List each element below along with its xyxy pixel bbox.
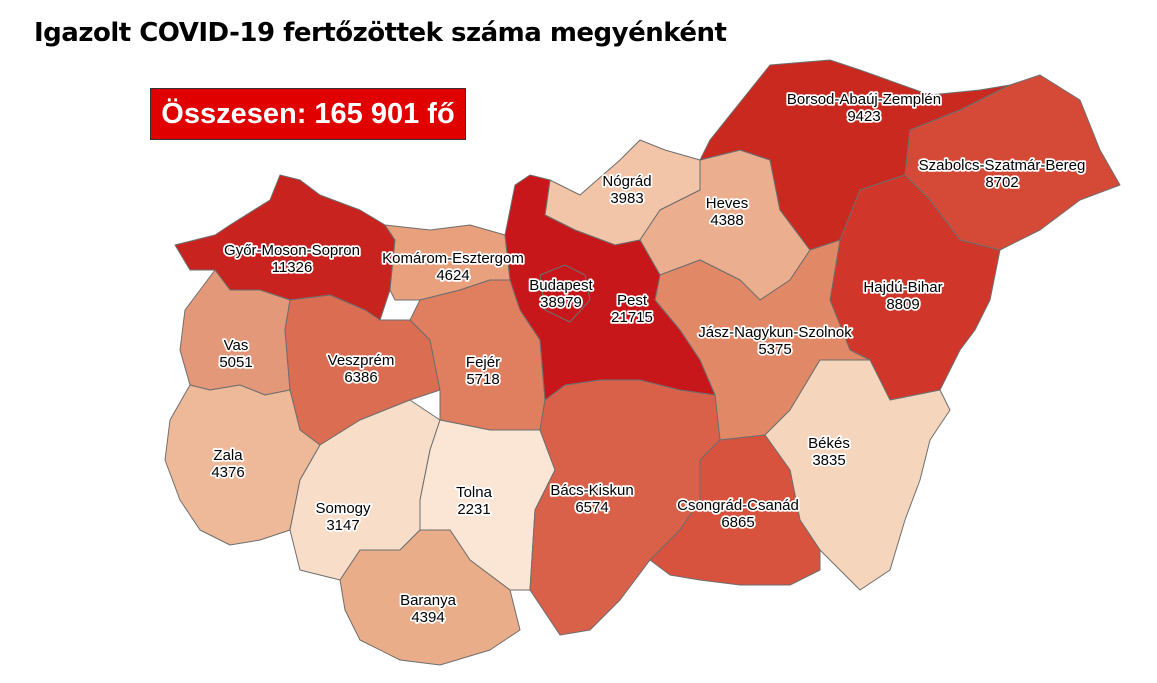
county-label-budapest: Budapest 38979 xyxy=(529,277,593,311)
county-case-count: 2231 xyxy=(457,501,490,518)
county-name: Fejér xyxy=(466,354,500,371)
county-case-count: 4388 xyxy=(710,212,743,229)
county-case-count: 4624 xyxy=(436,267,469,284)
county-label-veszprem: Veszprém 6386 xyxy=(328,352,395,386)
county-label-zala: Zala 4376 xyxy=(211,447,244,481)
county-name: Veszprém xyxy=(328,352,395,369)
county-name: Somogy xyxy=(315,500,371,517)
county-label-bacs: Bács-Kiskun 6574 xyxy=(550,482,633,516)
county-name: Győr-Moson-Sopron xyxy=(224,242,360,259)
county-label-csongrad: Csongrád-Csanád 6865 xyxy=(677,497,799,531)
county-csongrad xyxy=(649,434,821,586)
county-case-count: 6386 xyxy=(344,369,377,386)
county-label-fejer: Fejér 5718 xyxy=(466,354,500,388)
county-case-count: 6865 xyxy=(721,514,754,531)
county-name: Borsod-Abaúj-Zemplén xyxy=(787,91,941,108)
county-label-szabolcs: Szabolcs-Szatmár-Bereg 8702 xyxy=(919,157,1086,191)
county-name: Baranya xyxy=(400,592,457,609)
county-name: Jász-Nagykun-Szolnok xyxy=(698,324,852,341)
county-case-count: 3835 xyxy=(812,452,845,469)
county-case-count: 8809 xyxy=(886,296,919,313)
county-case-count: 3147 xyxy=(326,517,359,534)
county-case-count: 8702 xyxy=(985,174,1018,191)
map-title: Igazolt COVID-19 fertőzöttek száma megyé… xyxy=(34,18,727,48)
county-case-count: 3983 xyxy=(610,190,643,207)
county-case-count: 38979 xyxy=(540,294,582,311)
county-label-borsod: Borsod-Abaúj-Zemplén 9423 xyxy=(787,91,941,125)
county-label-jasz: Jász-Nagykun-Szolnok 5375 xyxy=(698,324,852,358)
county-name: Komárom-Esztergom xyxy=(382,250,524,267)
county-label-nograd: Nógrád 3983 xyxy=(602,173,651,207)
county-name: Nógrád xyxy=(602,173,651,190)
county-name: Heves xyxy=(706,195,749,212)
county-label-baranya: Baranya 4394 xyxy=(400,592,457,626)
county-label-bekes: Békés 3835 xyxy=(808,435,850,469)
county-name: Békés xyxy=(808,435,850,452)
county-label-somogy: Somogy 3147 xyxy=(315,500,371,534)
total-cases-badge: Összesen: 165 901 fő xyxy=(150,88,466,140)
county-label-pest: Pest 21715 xyxy=(611,292,653,326)
county-name: Pest xyxy=(617,292,648,309)
county-name: Szabolcs-Szatmár-Bereg xyxy=(919,157,1086,174)
county-case-count: 5375 xyxy=(758,341,791,358)
county-case-count: 21715 xyxy=(611,309,653,326)
county-name: Hajdú-Bihar xyxy=(863,279,942,296)
county-label-vas: Vas 5051 xyxy=(219,337,252,371)
county-name: Zala xyxy=(213,447,243,464)
county-case-count: 9423 xyxy=(847,108,880,125)
county-baranya xyxy=(339,529,521,666)
county-case-count: 4376 xyxy=(211,464,244,481)
county-label-komarom: Komárom-Esztergom 4624 xyxy=(382,250,524,284)
county-case-count: 11326 xyxy=(272,259,313,276)
county-label-heves: Heves 4388 xyxy=(706,195,749,229)
county-budapest xyxy=(539,264,591,323)
county-name: Bács-Kiskun xyxy=(550,482,633,499)
county-name: Csongrád-Csanád xyxy=(677,497,799,514)
county-name: Budapest xyxy=(529,277,593,294)
county-name: Tolna xyxy=(456,484,493,501)
county-case-count: 6574 xyxy=(575,499,608,516)
county-case-count: 5718 xyxy=(466,371,499,388)
county-label-gyor: Győr-Moson-Sopron 11326 xyxy=(224,242,360,276)
county-label-tolna: Tolna 2231 xyxy=(456,484,493,518)
county-name: Vas xyxy=(224,337,249,354)
county-pest xyxy=(504,174,716,401)
county-case-count: 5051 xyxy=(219,354,252,371)
county-label-hajdu: Hajdú-Bihar 8809 xyxy=(863,279,942,313)
county-case-count: 4394 xyxy=(411,609,444,626)
